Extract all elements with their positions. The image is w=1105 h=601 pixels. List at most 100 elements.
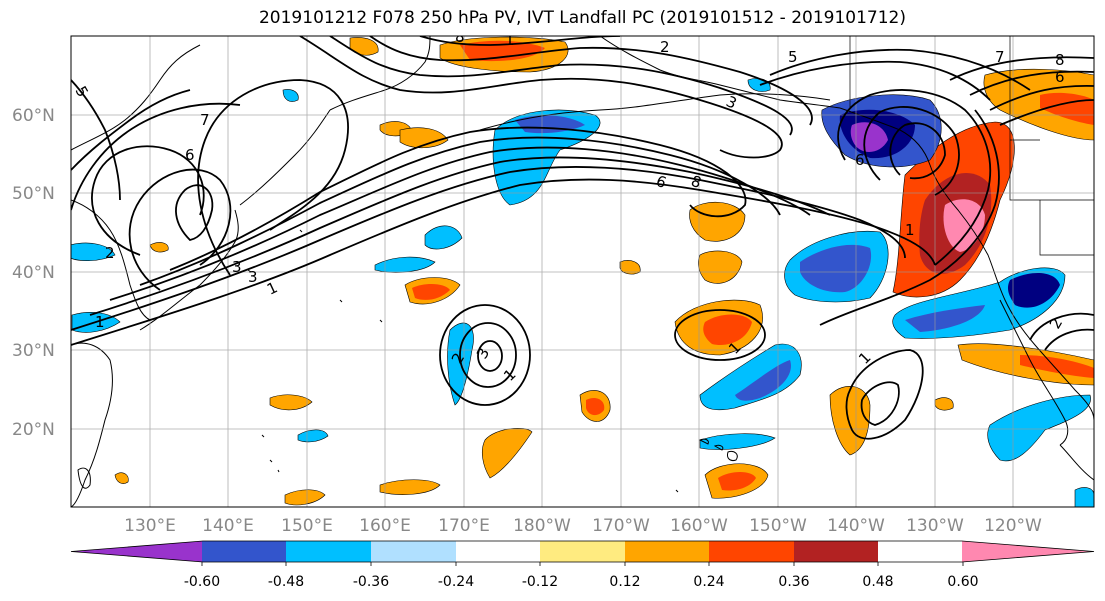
contour-line xyxy=(299,36,783,159)
contour-label: 6 xyxy=(1055,68,1065,86)
contour-line xyxy=(1044,328,1094,351)
lon-label: 140°E xyxy=(202,516,254,536)
colorbar-extend-min xyxy=(71,541,203,562)
contour-line xyxy=(477,340,503,372)
contour-line xyxy=(837,89,992,266)
coastline-baja xyxy=(999,299,1069,446)
lat-label: 60°N xyxy=(12,106,55,126)
shade-negative-blob xyxy=(424,225,463,250)
contour-label: 1 xyxy=(905,221,915,239)
map-content: 1 1 2 3 3 5 6 7 8 6 3 2 1 1 1 5 7 8 6 2 … xyxy=(71,28,1094,507)
contour-line xyxy=(329,36,793,136)
colorbar-tick-label: 0.60 xyxy=(947,574,978,590)
contour-label: 3 xyxy=(248,268,258,286)
contour-line xyxy=(175,184,214,241)
colorbar-labels: -0.60 -0.48 -0.36 -0.24 -0.12 0.12 0.24 … xyxy=(184,574,979,590)
coastline-asia-south xyxy=(71,342,113,507)
coastline-mexico xyxy=(1059,444,1094,481)
contour-line xyxy=(71,178,936,346)
lon-label: 130°W xyxy=(906,516,964,536)
contour-line xyxy=(128,168,232,291)
contour-line xyxy=(459,322,517,388)
lon-label: 150°E xyxy=(281,516,333,536)
shade-positive-blob xyxy=(269,394,313,411)
pv-shading xyxy=(71,36,1094,507)
colorbar-segment xyxy=(794,541,878,562)
lon-labels: 130°E 140°E 150°E 160°E 170°E 180°W 170°… xyxy=(124,516,1042,536)
shade-positive-blob xyxy=(689,201,746,242)
contour-line xyxy=(860,381,900,426)
colorbar-segment xyxy=(371,541,456,562)
coastline-islands xyxy=(247,229,679,493)
contour-line xyxy=(71,166,906,331)
coastline-nw-america xyxy=(929,164,1094,421)
colorbar-tick-label: -0.36 xyxy=(353,574,389,590)
shade-positive-blob xyxy=(1074,487,1094,507)
contour-line xyxy=(169,126,747,271)
colorbar-segment xyxy=(540,541,625,562)
coastline-alaska xyxy=(599,36,841,109)
lon-label: 170°E xyxy=(438,516,490,536)
shade-positive-blob xyxy=(149,242,169,253)
shade-negative-core xyxy=(1007,273,1060,308)
lon-label: 130°E xyxy=(124,516,176,536)
shade-positive-blob xyxy=(934,397,954,411)
contour-label: 8 xyxy=(1055,51,1065,69)
shade-positive-core xyxy=(460,40,545,62)
colorbar-segment xyxy=(456,541,540,562)
contour-label: 1 xyxy=(505,31,515,49)
colorbar-segment xyxy=(202,541,286,562)
contour-label: 3 xyxy=(232,258,242,276)
lat-labels: 60°N 50°N 40°N 30°N 20°N xyxy=(12,106,55,440)
coastline-aleutians xyxy=(479,93,831,131)
lon-label: 160°E xyxy=(359,516,411,536)
shade-negative-core xyxy=(735,360,791,401)
lat-label: 40°N xyxy=(12,263,55,283)
shade-positive-blob xyxy=(399,127,449,149)
shade-positive-core xyxy=(1020,355,1094,378)
contour-line xyxy=(71,89,191,171)
colorbar-segment xyxy=(709,541,794,562)
contour-line xyxy=(439,304,531,406)
shade-negative-blob xyxy=(987,394,1091,462)
map-frame xyxy=(70,35,1095,508)
contour-line xyxy=(369,36,813,126)
coastline-taiwan xyxy=(77,467,91,489)
coastline-hawaii xyxy=(698,438,738,461)
contour-line xyxy=(845,349,924,440)
colorbar-tick-label: -0.24 xyxy=(438,574,474,590)
shade-positive-blob xyxy=(284,489,326,506)
coastline-kuril xyxy=(239,109,331,206)
lon-label: 180°W xyxy=(513,516,571,536)
colorbar-tick-label: 0.24 xyxy=(693,574,724,590)
border-lines xyxy=(849,36,1094,256)
contour-line xyxy=(889,122,946,180)
contour-label: 8 xyxy=(455,28,465,46)
shade-positive-peak xyxy=(943,199,985,252)
colorbar-tick-label: -0.48 xyxy=(268,574,304,590)
shade-positive-blob xyxy=(379,479,441,495)
contour-label: 2 xyxy=(105,244,115,262)
contour-line xyxy=(999,99,1094,126)
shade-positive-core xyxy=(703,314,752,346)
contour-label: 7 xyxy=(200,111,210,129)
contour-line xyxy=(1029,312,1094,341)
contour-line xyxy=(989,84,1094,111)
coastlines xyxy=(71,36,1094,507)
shade-negative-blob xyxy=(282,89,299,102)
shade-negative-blob xyxy=(71,242,116,261)
contour-line xyxy=(109,146,811,301)
lon-label: 160°W xyxy=(670,516,728,536)
lon-label: 150°W xyxy=(749,516,807,536)
contour-line xyxy=(419,36,621,46)
contour-line xyxy=(949,56,1094,81)
shade-negative-core xyxy=(905,305,985,332)
lat-label: 30°N xyxy=(12,341,55,361)
ivt-contours xyxy=(71,36,1094,440)
shade-positive-core xyxy=(586,398,605,416)
contour-line xyxy=(71,79,121,201)
contour-label: 7 xyxy=(995,48,1005,66)
chart-title: 2019101212 F078 250 hPa PV, IVT Landfall… xyxy=(258,8,906,28)
lon-label: 140°W xyxy=(827,516,885,536)
